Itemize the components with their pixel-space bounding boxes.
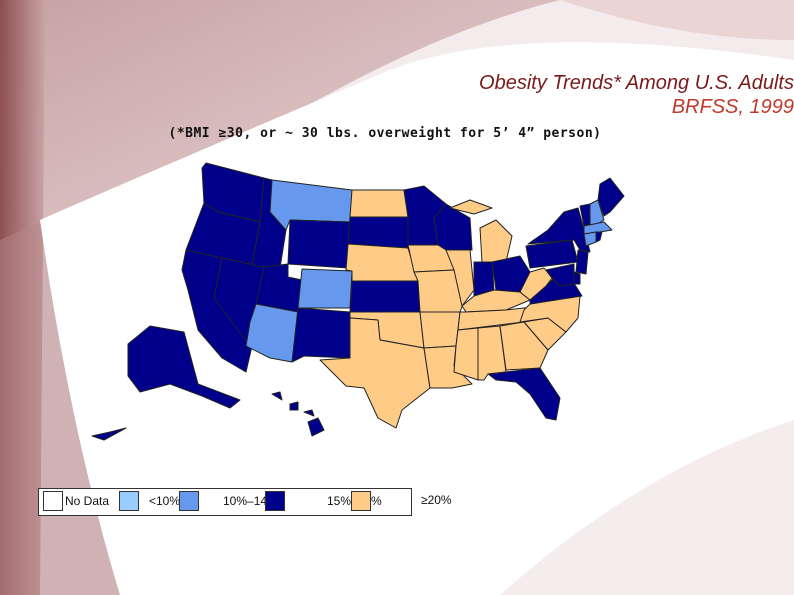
- state-ct: [583, 231, 597, 247]
- state-ut: [255, 263, 303, 313]
- state-ms: [453, 327, 479, 381]
- state-pa: [525, 239, 579, 269]
- legend-swatch-ge20: [351, 491, 371, 511]
- state-nc: [519, 295, 581, 333]
- state-ne: [345, 243, 419, 282]
- state-nd: [349, 189, 409, 218]
- state-mi: [449, 199, 513, 263]
- legend-swatch-lt10: [119, 491, 139, 511]
- legend-swatch-10-14: [179, 491, 199, 511]
- legend-label-lt10: <10%: [149, 494, 181, 508]
- state-fl: [487, 367, 561, 421]
- state-sd: [347, 216, 409, 249]
- state-md: [545, 263, 575, 287]
- state-ga: [499, 321, 549, 371]
- legend-label-ge20: ≥20%: [421, 493, 452, 507]
- legend-label-10-14: 10%–14%: [223, 494, 278, 508]
- state-ak: [91, 325, 241, 441]
- state-co: [297, 268, 353, 309]
- legend-swatch-15-19: [265, 491, 285, 511]
- state-nj: [575, 249, 589, 275]
- state-ma: [583, 221, 613, 235]
- state-wy: [287, 219, 351, 269]
- state-wi: [433, 203, 473, 251]
- map-source: BRFSS, 1999: [671, 96, 794, 118]
- legend-swatch-no-data: [43, 491, 63, 511]
- state-me: [597, 177, 625, 217]
- state-tx: [319, 317, 431, 429]
- map-subtitle: (*BMI ≥30, or ~ 30 lbs. overweight for 5…: [168, 126, 602, 141]
- legend: No Data <10% 10%–14% 15%–19%: [38, 488, 412, 516]
- state-ri: [595, 231, 603, 243]
- map-title: Obesity Trends* Among U.S. Adults: [479, 72, 794, 94]
- state-il: [445, 249, 475, 307]
- legend-label-no-data: No Data: [65, 494, 110, 508]
- state-az: [245, 303, 299, 363]
- state-nm: [291, 307, 351, 363]
- state-hi: [271, 391, 325, 437]
- state-ar: [419, 311, 461, 349]
- state-de: [573, 271, 581, 285]
- state-ks: [349, 280, 421, 313]
